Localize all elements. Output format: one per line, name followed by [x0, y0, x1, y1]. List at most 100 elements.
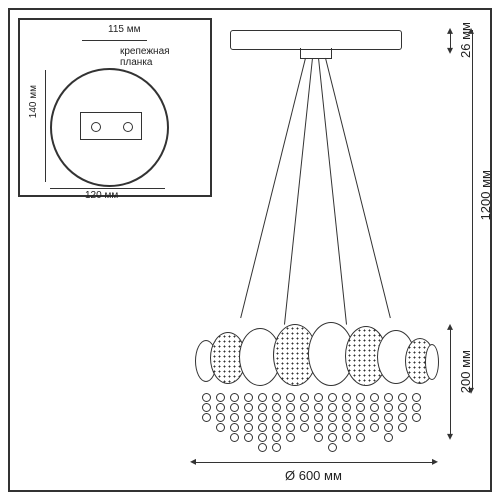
bead [286, 433, 295, 442]
bead [216, 393, 225, 402]
bead [216, 403, 225, 412]
bead [258, 413, 267, 422]
bead [286, 413, 295, 422]
bead [328, 423, 337, 432]
bead [314, 433, 323, 442]
bead-strand-1 [219, 392, 220, 432]
bead [328, 393, 337, 402]
bead-strand-3 [247, 392, 248, 442]
dim-line-total-h [472, 30, 473, 390]
bead [272, 423, 281, 432]
bead-strand-12 [373, 392, 374, 430]
bead [384, 403, 393, 412]
bead [272, 413, 281, 422]
bead [370, 393, 379, 402]
bead [314, 393, 323, 402]
bead-strand-10 [345, 392, 346, 442]
inset-top-dim: 115 мм [108, 24, 140, 35]
bead [286, 393, 295, 402]
bead [356, 403, 365, 412]
bead-strand-5 [275, 392, 276, 447]
diagram-frame: 115 мм крепежная планка 140 мм 120 мм ▴ … [0, 0, 500, 500]
bead [272, 443, 281, 452]
bead [272, 433, 281, 442]
bead [300, 393, 309, 402]
bead [258, 393, 267, 402]
bead [244, 423, 253, 432]
bead-strand-0 [205, 392, 206, 420]
fixture-oval-8 [425, 344, 439, 380]
bead [314, 423, 323, 432]
bead-strand-11 [359, 392, 360, 437]
bead [258, 423, 267, 432]
bead [286, 423, 295, 432]
bead [258, 403, 267, 412]
bead-strand-4 [261, 392, 262, 447]
bracket-hole-left [91, 122, 101, 132]
bead [356, 433, 365, 442]
bead [384, 433, 393, 442]
bead [272, 393, 281, 402]
bead [370, 403, 379, 412]
bead [412, 393, 421, 402]
inset-bottom-dimline [50, 188, 165, 189]
bead [300, 413, 309, 422]
bead [342, 423, 351, 432]
bead [300, 423, 309, 432]
bead [216, 413, 225, 422]
bead [412, 413, 421, 422]
fixture-body [195, 320, 435, 392]
bead [398, 423, 407, 432]
bead [244, 393, 253, 402]
bead [370, 423, 379, 432]
bead [412, 403, 421, 412]
bead [398, 403, 407, 412]
bead [230, 403, 239, 412]
bracket-hole-right [123, 122, 133, 132]
bead [244, 413, 253, 422]
bead [244, 433, 253, 442]
bead-strand-8 [317, 392, 318, 444]
bead-strand-9 [331, 392, 332, 447]
bead [356, 423, 365, 432]
dim-line-fixture-h [450, 326, 451, 434]
bead [230, 423, 239, 432]
bead [356, 393, 365, 402]
bead [230, 413, 239, 422]
bead [314, 403, 323, 412]
ceiling-mount-plate [230, 30, 402, 50]
bead [202, 403, 211, 412]
bead [342, 403, 351, 412]
inset-left-dimline [45, 70, 46, 182]
inset-top-dimline [82, 40, 147, 41]
bead [328, 433, 337, 442]
bead [384, 423, 393, 432]
bead [216, 423, 225, 432]
bead [356, 413, 365, 422]
bead [328, 443, 337, 452]
bead [398, 413, 407, 422]
bead [230, 393, 239, 402]
bead [230, 433, 239, 442]
bead [272, 403, 281, 412]
inset-bottom-dim: 120 мм [85, 190, 118, 201]
bead [328, 403, 337, 412]
inset-left-dim: 140 мм [28, 85, 39, 118]
bead [244, 403, 253, 412]
bead [398, 393, 407, 402]
bead [384, 393, 393, 402]
bead-strand-6 [289, 392, 290, 440]
bead [202, 413, 211, 422]
bead-strand-15 [415, 392, 416, 422]
bead [202, 393, 211, 402]
dim-fixture-height: 200 мм [458, 350, 473, 393]
dim-line-diameter [195, 462, 435, 463]
bead [314, 413, 323, 422]
mount-circle [50, 68, 169, 187]
dim-diameter: Ø 600 мм [285, 468, 342, 483]
bead [342, 413, 351, 422]
mount-bracket-rect [80, 112, 142, 140]
bead [286, 403, 295, 412]
bead [384, 413, 393, 422]
bead [258, 433, 267, 442]
